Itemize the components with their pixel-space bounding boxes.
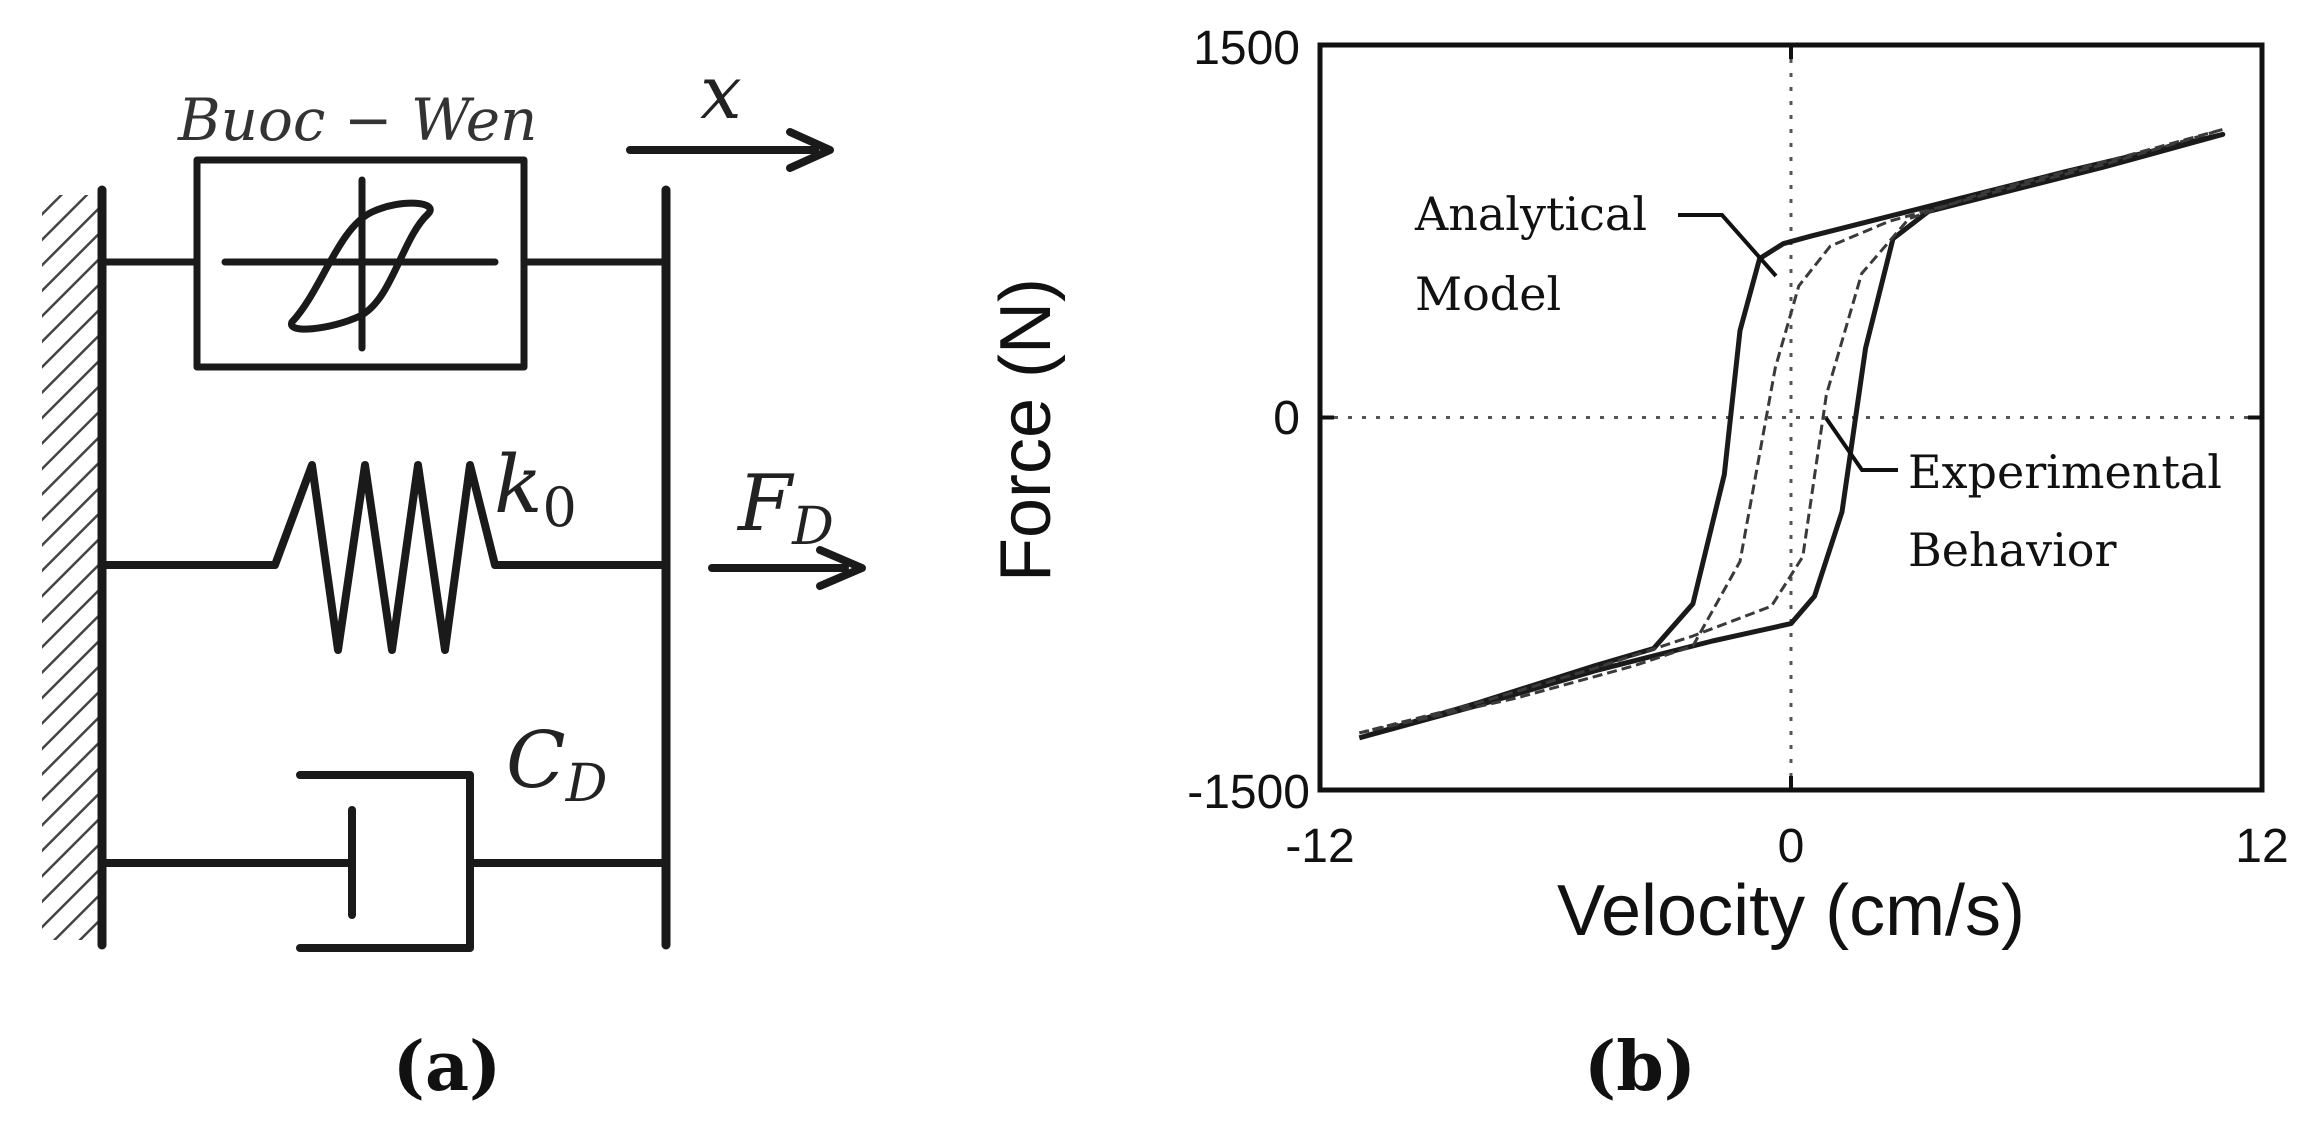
annotation-analytical-line1: Analytical (1414, 187, 1647, 241)
annotation-analytical-line2: Model (1415, 267, 1561, 321)
ytick-label-bottom: -1500 (1187, 766, 1310, 819)
dashpot (98, 771, 670, 952)
displacement-arrow (626, 128, 834, 172)
ytick-label-top: 1500 (1193, 22, 1300, 75)
xtick-label-mid: 0 (1778, 820, 1805, 873)
stiffness-label: k0 (494, 438, 577, 539)
force-label: FD (736, 459, 834, 557)
x-axis-label: Velocity (cm/s) (1557, 871, 2025, 951)
spring (98, 461, 670, 654)
panel-a (42, 128, 866, 952)
annotation-experimental-leader (1824, 416, 1898, 472)
caption-a: (a) (393, 1027, 501, 1107)
bouc-wen-label: Buoc − Wen (177, 86, 537, 154)
fixed-wall-hatching (42, 195, 100, 940)
annotation-experimental-line2: Behavior (1908, 523, 2116, 577)
xtick-label-right: 12 (2235, 820, 2288, 873)
damping-label: CD (506, 716, 607, 814)
force-arrow (708, 546, 866, 590)
y-axis-label: Force (N) (986, 278, 1066, 582)
displacement-label: x (700, 50, 742, 136)
annotation-analytical-leader (1678, 213, 1778, 278)
hysteresis-loop-icon (288, 199, 434, 333)
series-experimental-behavior (1358, 127, 2225, 735)
caption-b: (b) (1584, 1027, 1696, 1107)
annotation-experimental-line1: Experimental (1908, 445, 2222, 499)
ytick-label-mid: 0 (1273, 392, 1300, 445)
xtick-label-left: -12 (1285, 820, 1354, 873)
bouc-wen-element (98, 156, 670, 371)
